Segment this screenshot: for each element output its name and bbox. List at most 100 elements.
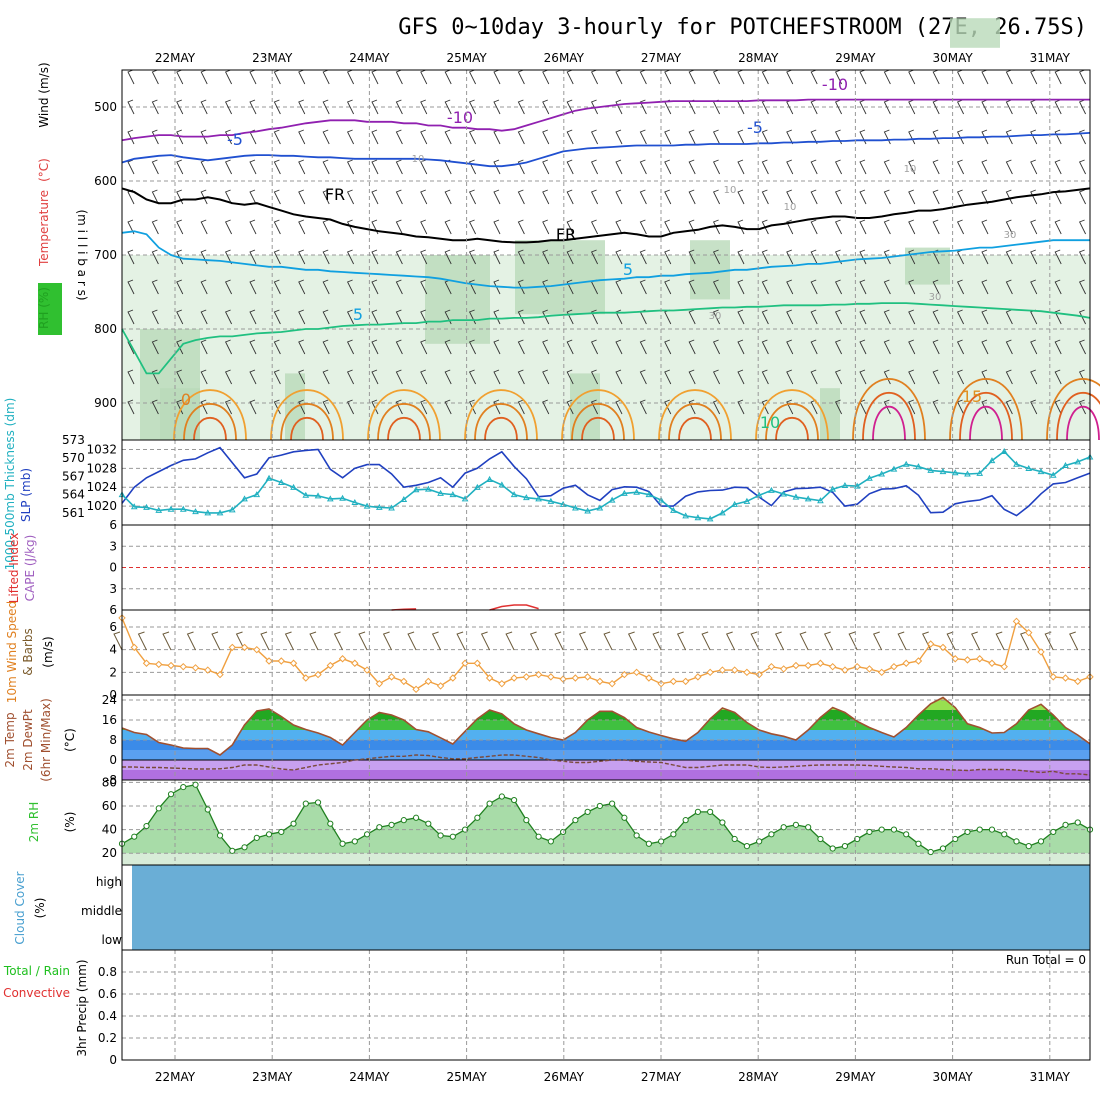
wind-barb: [859, 249, 867, 265]
wind-barb: [322, 129, 330, 145]
wind-barb: [371, 129, 379, 145]
rh-marker: [229, 847, 236, 854]
surface-isotherm-loop: [581, 416, 615, 441]
wind-barb: [127, 159, 135, 175]
wind-speed-marker: [816, 659, 825, 667]
wind-barb: [322, 189, 330, 205]
wind-barb: [688, 219, 696, 235]
thickness-tick-label: 567: [62, 469, 85, 483]
wind-barb: [761, 309, 769, 325]
wind-barb: [566, 249, 574, 265]
wind-barb: [981, 219, 989, 235]
rh-marker: [682, 817, 689, 824]
wind-barb: [810, 369, 818, 385]
wind-barb: [395, 249, 403, 265]
wind-barb: [273, 369, 281, 385]
wind-barb: [127, 339, 135, 355]
wind-barb: [810, 309, 818, 325]
thickness-marker: [621, 489, 628, 496]
wind-barb: [981, 69, 989, 85]
wind-barb: [371, 369, 379, 385]
wind-barb: [1054, 309, 1062, 325]
wind-barb: [493, 129, 501, 145]
wind-barb: [786, 219, 794, 235]
wind-barb: [737, 159, 745, 175]
wind-barb: [420, 159, 428, 175]
wind-speed-marker: [571, 674, 580, 682]
wind-barb: [786, 249, 794, 265]
wind-barb: [444, 369, 452, 385]
rh-marker: [376, 824, 383, 831]
wind-barb: [249, 309, 257, 325]
rh-marker: [939, 845, 947, 852]
wind-barb: [273, 399, 281, 415]
rh-shade-patch: [690, 240, 730, 300]
thickness-marker: [927, 466, 935, 473]
wind-barb: [761, 399, 769, 415]
contour-label: 10: [904, 164, 917, 175]
panel-frame: [121, 439, 1091, 526]
wind-barb: [566, 99, 574, 115]
surface-isotherm-loop: [862, 391, 916, 441]
wind-speed-marker: [253, 645, 261, 654]
wind-barb: [688, 309, 696, 325]
wind-speed-marker: [718, 666, 727, 674]
wind-barb: [1078, 279, 1087, 295]
surface-isotherm-loop: [387, 416, 421, 441]
wind-barb: [346, 219, 355, 235]
wind-barb: [420, 309, 428, 325]
surface-wind-barb: [995, 631, 1005, 651]
rh-marker: [511, 796, 518, 804]
wind-barb: [712, 309, 721, 325]
thickness-marker: [498, 481, 506, 488]
wind-barb: [615, 99, 623, 115]
thickness-marker: [326, 495, 334, 502]
surface-isotherm-loop: [571, 403, 625, 441]
wind-speed-marker: [853, 662, 861, 671]
temp-line: [121, 696, 1091, 756]
thickness-marker: [706, 515, 714, 522]
wind-barb: [1030, 339, 1038, 355]
wind-barb: [688, 249, 696, 265]
surface-wind-barb: [162, 631, 172, 651]
wind-speed-marker: [1049, 673, 1057, 681]
contour-label: 30: [709, 311, 722, 322]
rh-marker: [1074, 819, 1081, 826]
wind-barb: [517, 219, 525, 235]
surface-wind-barb: [260, 631, 270, 651]
wind-speed-marker: [338, 655, 347, 663]
wind-barb: [542, 339, 550, 355]
wind-barb: [639, 99, 647, 115]
wind-barb: [737, 69, 745, 85]
wind-barb: [395, 159, 403, 175]
date-label-bottom: 28MAY: [738, 1070, 779, 1084]
wind-barb: [176, 279, 184, 295]
temp-band: [122, 710, 1090, 720]
panel-ylabel: Cloud Cover: [13, 871, 27, 944]
wind-barb: [542, 369, 550, 385]
precip-legend-label: Convective: [3, 986, 70, 1000]
thickness-marker: [1074, 458, 1082, 465]
wind-barb: [468, 339, 477, 355]
wind-barb: [542, 159, 550, 175]
thickness-marker: [645, 491, 653, 498]
surface-isotherm-loop: [668, 403, 722, 441]
wind-barb: [810, 159, 818, 175]
wind-speed-marker: [767, 662, 776, 671]
wind-barb: [688, 159, 696, 175]
surface-wind-barb: [284, 631, 294, 651]
panel-ylabel: 3hr Precip (mm): [75, 959, 89, 1056]
wind-speed-marker: [289, 659, 298, 667]
thickness-marker: [694, 514, 702, 521]
wind-speed-marker: [314, 670, 322, 679]
isotherm-line: [121, 302, 1091, 375]
wind-barb: [542, 219, 550, 235]
wind-speed-marker: [387, 673, 396, 681]
wind-barb: [1005, 69, 1013, 85]
rh-marker: [523, 817, 530, 824]
wind-barb: [859, 189, 867, 205]
rh-marker: [988, 826, 996, 833]
wind-barb: [420, 369, 428, 385]
cloud-cover-field: [132, 865, 1090, 950]
wind-barb: [151, 99, 159, 115]
